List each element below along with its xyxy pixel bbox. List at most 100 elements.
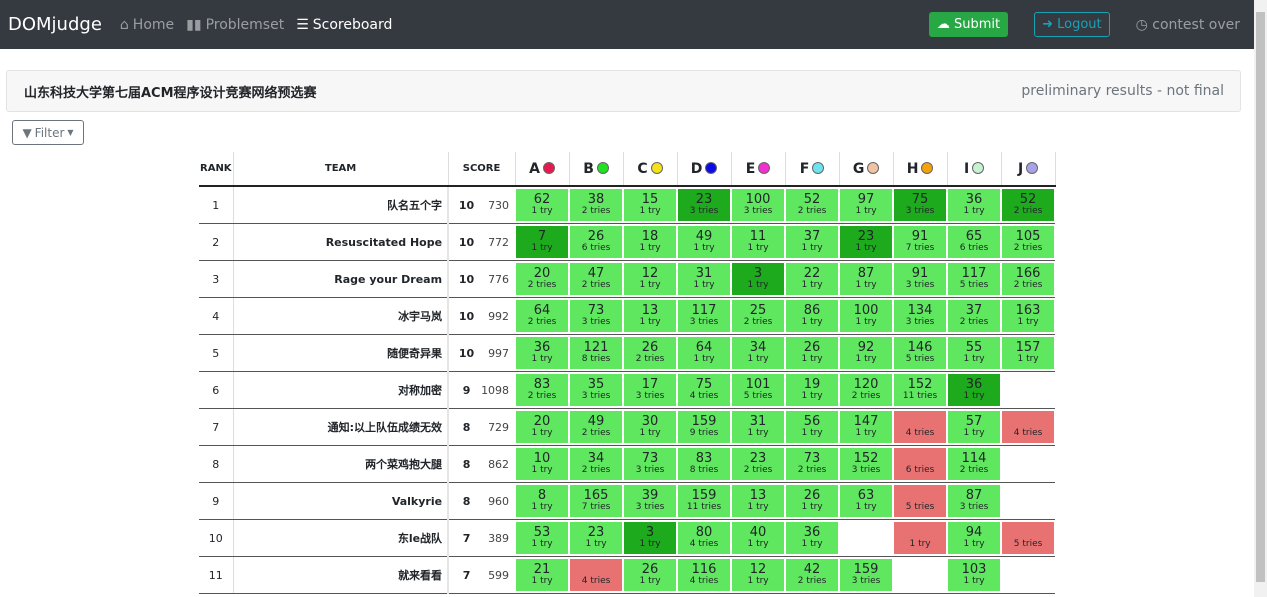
header-problem-g[interactable]: G <box>839 152 894 187</box>
solve-time: 56 <box>803 413 821 429</box>
tries-count: 3 tries <box>635 391 665 402</box>
solve-time: 147 <box>853 413 879 429</box>
team-name[interactable]: 东le战队 <box>233 519 450 557</box>
submit-button[interactable]: ☁ Submit <box>928 12 1009 37</box>
header-problem-h[interactable]: H <box>893 152 948 187</box>
solved-cell: 100 3 tries <box>732 189 785 221</box>
tries-count: 2 tries <box>581 280 611 291</box>
header-problem-d[interactable]: D <box>677 152 732 187</box>
caret-down-icon: ▼ <box>67 128 74 137</box>
tries-count: 2 tries <box>527 391 557 402</box>
problem-cell: 23 1 try <box>839 223 894 261</box>
solve-time: 75 <box>695 376 713 392</box>
tries-count: 1 try <box>531 539 553 550</box>
team-name[interactable]: 就来看看 <box>233 556 450 594</box>
solve-time: 63 <box>857 487 875 503</box>
tries-count: 1 try <box>747 280 769 291</box>
solved-cell: 49 1 try <box>678 226 731 258</box>
failed-cell: 5 tries <box>1002 522 1055 554</box>
team-name[interactable]: Valkyrie <box>233 482 450 520</box>
solved-cell: 159 9 tries <box>678 411 731 443</box>
scrollbar[interactable] <box>1254 0 1267 597</box>
tries-count: 5 tries <box>743 391 773 402</box>
problem-cell: 163 1 try <box>1001 297 1056 335</box>
nav-home[interactable]: ⌂ Home <box>120 17 174 33</box>
problem-cell: 23 1 try <box>569 519 624 557</box>
solve-time: 37 <box>965 302 983 318</box>
team-name[interactable]: 冰宇马岚 <box>233 297 450 335</box>
solve-time <box>918 526 922 540</box>
team-name[interactable]: Rage your Dream <box>233 260 450 298</box>
solved-cell: 37 1 try <box>786 226 839 258</box>
solved-cell: 101 5 tries <box>732 374 785 406</box>
solved-cell: 18 1 try <box>624 226 677 258</box>
solved-cell: 49 2 tries <box>570 411 623 443</box>
tries-count: 2 tries <box>797 206 827 217</box>
brand-logo[interactable]: DOMjudge <box>8 14 102 35</box>
table-row: 2 Resuscitated Hope 10 772 7 1 try 26 6 tries 18… <box>199 223 1056 261</box>
tries-count: 1 try <box>963 354 985 365</box>
tries-count: 1 try <box>531 428 553 439</box>
rank-cell: 5 <box>199 334 234 372</box>
team-name[interactable]: 两个菜鸡抱大腿 <box>233 445 450 483</box>
solved-cell: 56 1 try <box>786 411 839 443</box>
nav-problemset[interactable]: ▮▮ Problemset <box>186 17 284 33</box>
header-problem-i[interactable]: I <box>947 152 1002 187</box>
solved-cell: 31 1 try <box>678 263 731 295</box>
solve-time: 100 <box>745 191 771 207</box>
tries-count: 2 tries <box>527 317 557 328</box>
header-problem-b[interactable]: B <box>569 152 624 187</box>
problem-cell: 18 1 try <box>623 223 678 261</box>
solve-time: 34 <box>749 339 767 355</box>
table-row: 3 Rage your Dream 10 776 20 2 tries 47 2 tries 1… <box>199 260 1056 298</box>
header-problem-c[interactable]: C <box>623 152 678 187</box>
contest-header: 山东科技大学第七届ACM程序设计竞赛网络预选赛 preliminary resu… <box>6 70 1241 112</box>
solve-time: 157 <box>1015 339 1041 355</box>
logout-button[interactable]: ➜ Logout <box>1034 12 1110 37</box>
team-name[interactable]: 队名五个字 <box>233 186 450 224</box>
solved-cell: 105 2 tries <box>1002 226 1055 258</box>
tries-count: 8 tries <box>689 465 719 476</box>
header-problem-j[interactable]: J <box>1001 152 1056 187</box>
solve-time: 25 <box>749 302 767 318</box>
nav-scoreboard[interactable]: ☰ Scoreboard <box>296 17 392 33</box>
problem-cell: 73 3 tries <box>569 297 624 335</box>
failed-cell: 6 tries <box>894 448 947 480</box>
solve-time: 163 <box>1015 302 1041 318</box>
tries-count: 3 tries <box>905 206 935 217</box>
problem-cell: 65 6 tries <box>947 223 1002 261</box>
filter-button[interactable]: ▼ Filter ▼ <box>12 120 84 145</box>
team-name[interactable]: 通知:以上队伍成绩无效 <box>233 408 450 446</box>
team-name[interactable]: 随便奇异果 <box>233 334 450 372</box>
problem-cell: 34 1 try <box>731 334 786 372</box>
solve-time: 23 <box>749 450 767 466</box>
solve-time: 49 <box>695 228 713 244</box>
solve-time: 62 <box>533 191 551 207</box>
solved-cell: 121 8 tries <box>570 337 623 369</box>
solve-time: 31 <box>749 413 767 429</box>
team-name[interactable]: 对称加密 <box>233 371 450 409</box>
problem-cell: 5 tries <box>893 482 948 520</box>
header-problem-f[interactable]: F <box>785 152 840 187</box>
header-problem-e[interactable]: E <box>731 152 786 187</box>
team-name[interactable]: Resuscitated Hope <box>233 223 450 261</box>
problem-cell: 25 2 tries <box>731 297 786 335</box>
tries-count: 2 tries <box>743 465 773 476</box>
penalty-time: 730 <box>478 186 516 224</box>
solved-cell: 38 2 tries <box>570 189 623 221</box>
solved-cell: 36 1 try <box>786 522 839 554</box>
solve-time: 52 <box>1019 191 1037 207</box>
scrollbar-thumb[interactable] <box>1256 12 1265 582</box>
header-problem-a[interactable]: A <box>515 152 570 187</box>
tries-count: 1 try <box>801 280 823 291</box>
problem-cell: 26 2 tries <box>623 334 678 372</box>
solved-cell: 73 3 tries <box>570 300 623 332</box>
solve-time: 134 <box>907 302 933 318</box>
tries-count: 1 try <box>801 502 823 513</box>
solved-cell: 152 3 tries <box>840 448 893 480</box>
failed-cell: 1 try <box>894 522 947 554</box>
solve-time: 86 <box>803 302 821 318</box>
solved-cell: 26 1 try <box>786 337 839 369</box>
